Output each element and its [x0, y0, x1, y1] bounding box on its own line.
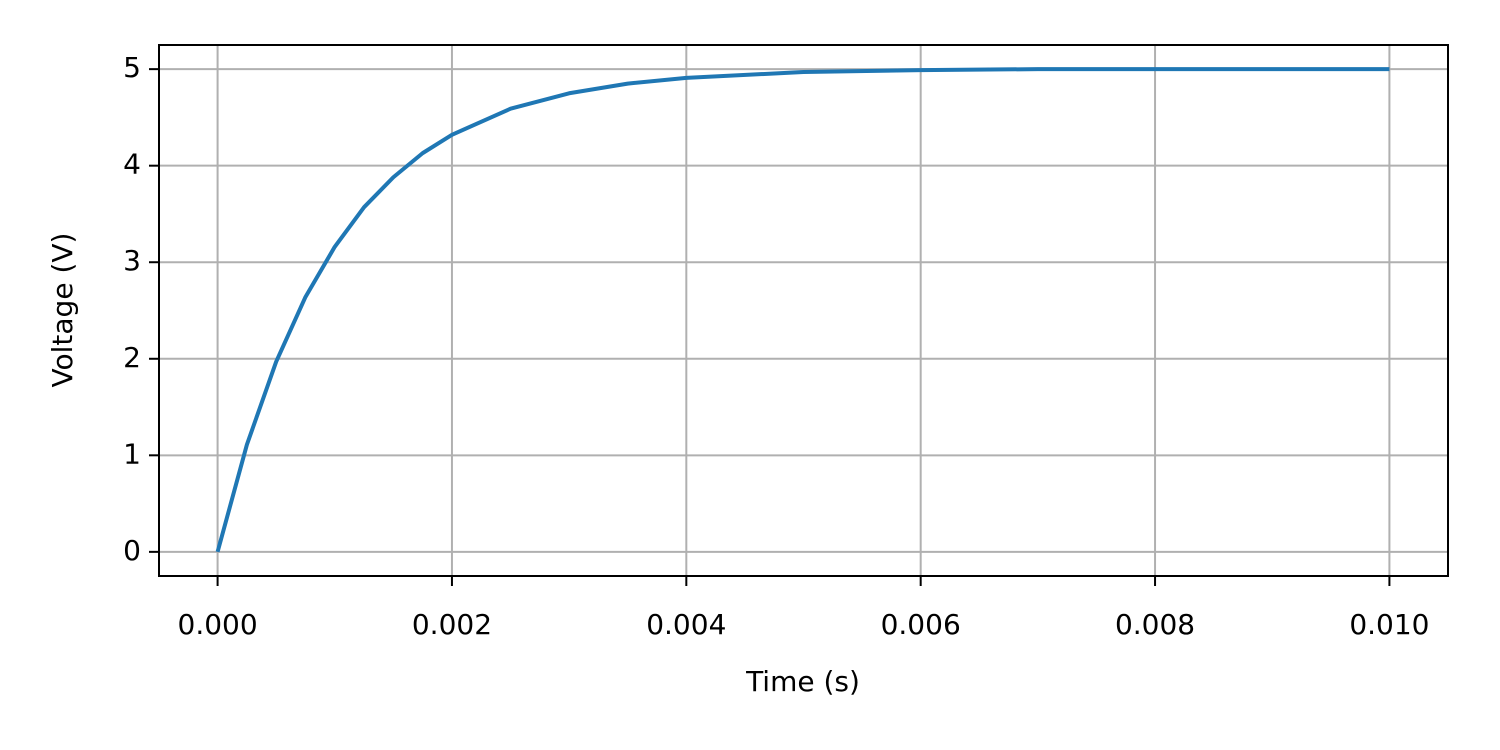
x-tick-label: 0.004	[646, 608, 726, 641]
x-tick-label: 0.000	[178, 608, 258, 641]
x-tick-label: 0.006	[881, 608, 961, 641]
y-tick-label: 2	[123, 341, 141, 374]
y-tick-label: 1	[123, 437, 141, 470]
y-tick-label: 4	[123, 148, 141, 181]
data-line	[215, 67, 1390, 553]
y-tick-label: 5	[123, 51, 141, 84]
plot-frame	[158, 44, 1449, 577]
x-axis-label: Time (s)	[745, 665, 860, 698]
x-tick-label: 0.008	[1115, 608, 1195, 641]
y-axis-label: Voltage (V)	[46, 233, 79, 388]
x-tick-label: 0.010	[1349, 608, 1429, 641]
y-tick-label: 3	[123, 244, 141, 277]
y-tick-label: 0	[123, 534, 141, 567]
x-tick-label: 0.002	[412, 608, 492, 641]
